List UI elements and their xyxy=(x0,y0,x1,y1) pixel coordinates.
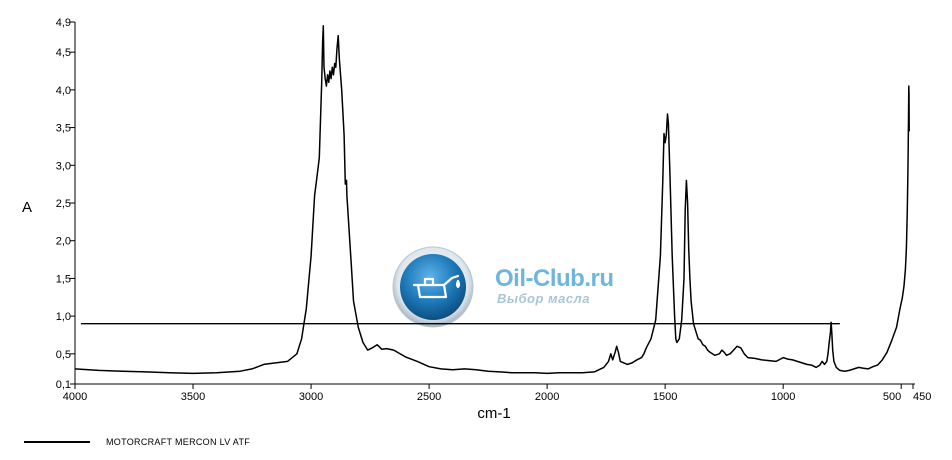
x-tick-label: 4000 xyxy=(63,391,87,403)
watermark-logo: Oil-Club.ru Выбор масла xyxy=(395,245,645,335)
y-tick-label: 4,0 xyxy=(56,85,71,97)
x-tick-label: 1500 xyxy=(653,391,677,403)
y-tick-label: 2,0 xyxy=(56,236,71,248)
legend-swatch xyxy=(24,441,90,443)
y-tick-label: 3,5 xyxy=(56,123,71,135)
series-line-motorcraft xyxy=(74,25,910,375)
y-tick-label: 3,0 xyxy=(56,160,71,172)
x-ticks: 4000 3500 3000 2500 2000 1500 1000 500 450 xyxy=(63,384,931,403)
y-tick-label: 1,5 xyxy=(56,273,71,285)
x-tick-label: 450 xyxy=(913,391,931,403)
x-tick-label: 2500 xyxy=(417,391,441,403)
y-tick-label: 4,5 xyxy=(56,47,71,59)
legend: MOTORCRAFT MERCON LV ATF xyxy=(24,434,250,450)
watermark-subtitle: Выбор масла xyxy=(497,291,590,306)
x-tick-label: 1000 xyxy=(771,391,795,403)
watermark-title: Oil-Club.ru xyxy=(495,265,614,292)
y-tick-label: 4,9 xyxy=(56,17,71,29)
x-tick-label: 2000 xyxy=(535,391,559,403)
x-axis-title: cm-1 xyxy=(477,405,510,422)
y-tick-label: 0,5 xyxy=(56,349,71,361)
watermark-disc xyxy=(400,254,466,320)
x-tick-label: 3500 xyxy=(181,391,205,403)
legend-label: MOTORCRAFT MERCON LV ATF xyxy=(106,437,251,447)
watermark xyxy=(392,246,474,328)
x-tick-label: 500 xyxy=(883,391,901,403)
y-tick-label: 2,5 xyxy=(56,198,71,210)
oil-can-icon xyxy=(412,274,461,299)
x-tick-label: 3000 xyxy=(299,391,323,403)
y-tick-label: 0,1 xyxy=(56,379,71,391)
y-axis-title: A xyxy=(22,199,32,216)
y-tick-label: 1,0 xyxy=(56,311,71,323)
y-ticks: 0,1 0,5 1,0 1,5 2,0 2,5 3,0 3,5 4,0 4,5 4,9 xyxy=(56,17,75,391)
